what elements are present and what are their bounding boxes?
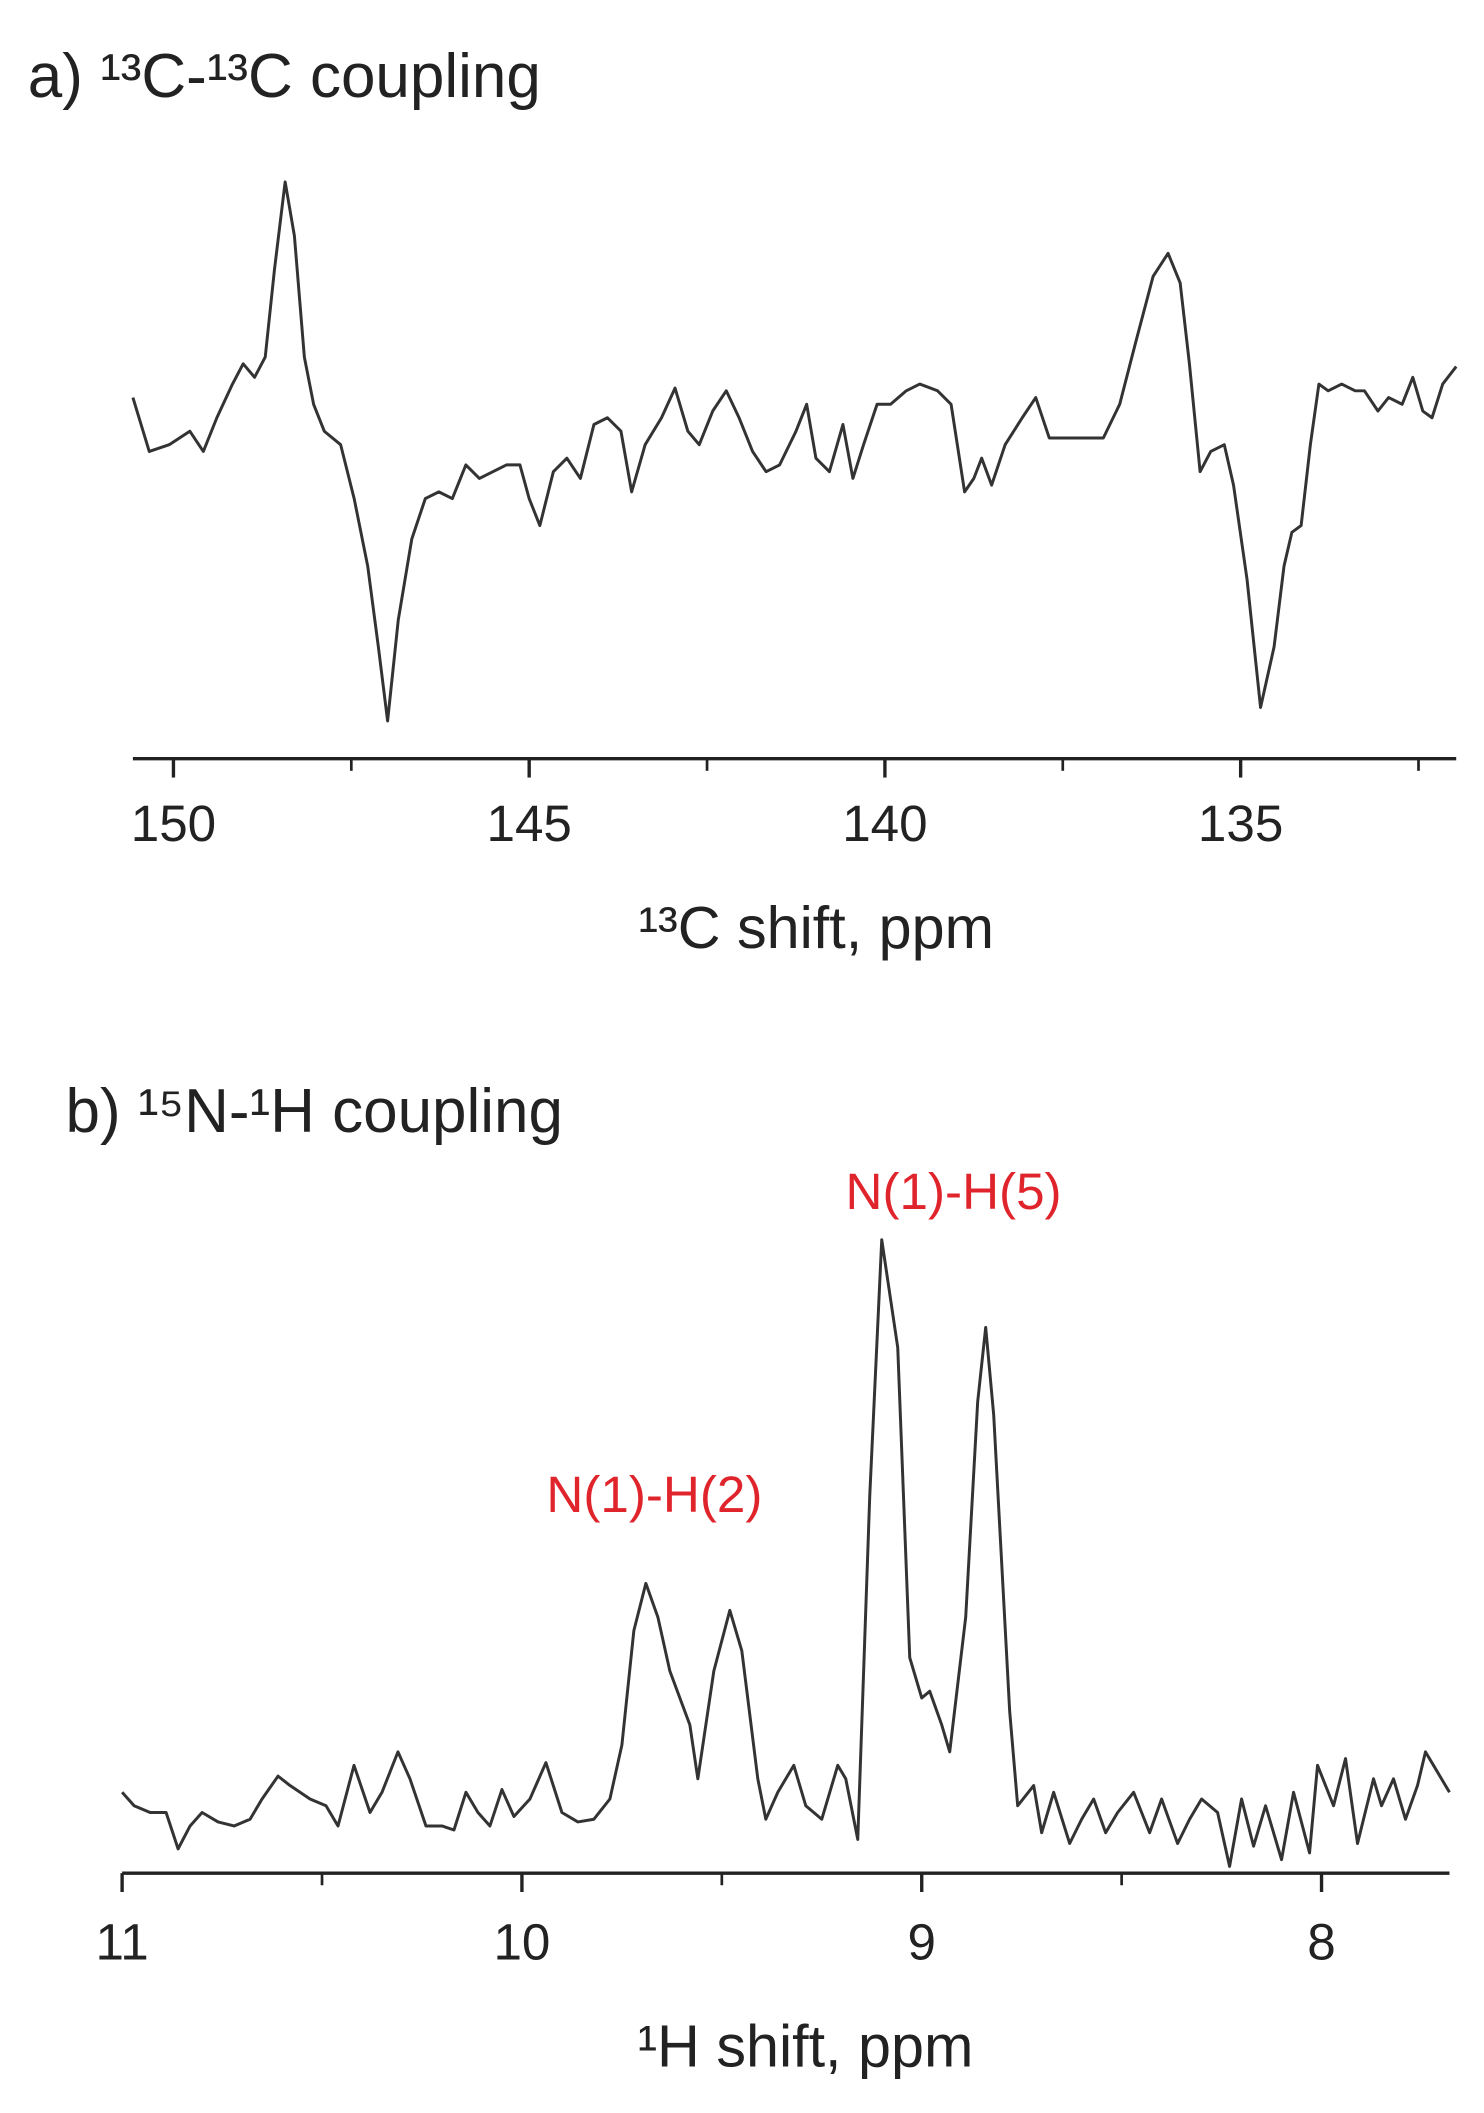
x-tick-label: 9 bbox=[907, 1913, 935, 1970]
x-tick-label: 140 bbox=[842, 795, 927, 852]
spectrum-line bbox=[131, 180, 1458, 723]
x-tick-label: 10 bbox=[493, 1913, 550, 1970]
peak-annotation: N(1)-H(5) bbox=[846, 1163, 1062, 1220]
x-tick-label: 135 bbox=[1198, 795, 1283, 852]
x-tick-label: 150 bbox=[131, 795, 216, 852]
panel-title: b) ¹⁵N-¹H coupling bbox=[66, 1077, 563, 1146]
x-axis-label: ¹H shift, ppm bbox=[637, 2013, 973, 2080]
spectrum-line bbox=[121, 1238, 1451, 1868]
x-tick-label: 145 bbox=[486, 795, 571, 852]
peak-annotation: N(1)-H(2) bbox=[546, 1466, 762, 1523]
x-tick-label: 8 bbox=[1307, 1913, 1335, 1970]
panel-title: a) ¹³C-¹³C coupling bbox=[28, 42, 541, 111]
x-axis-label: ¹³C shift, ppm bbox=[638, 894, 994, 961]
x-tick-label: 11 bbox=[96, 1913, 149, 1970]
